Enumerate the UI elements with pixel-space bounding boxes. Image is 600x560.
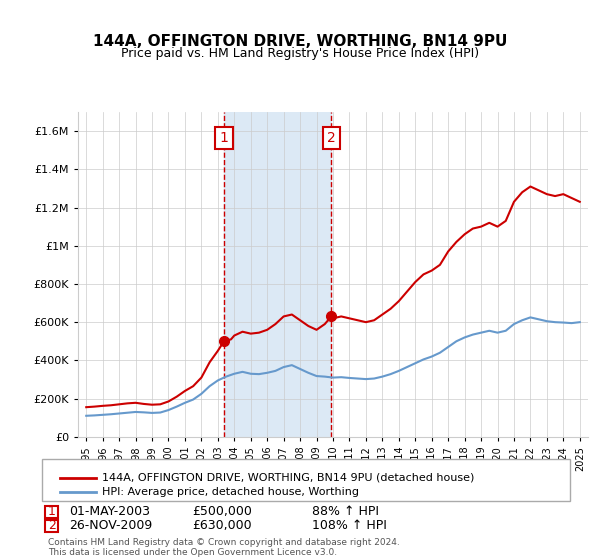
Bar [224, 112, 331, 437]
Text: Contains HM Land Registry data © Crown copyright and database right 2024.
This d: Contains HM Land Registry data © Crown c… [48, 538, 400, 557]
Text: 144A, OFFINGTON DRIVE, WORTHING, BN14 9PU (detached house): 144A, OFFINGTON DRIVE, WORTHING, BN14 9P… [102, 473, 475, 483]
Text: Price paid vs. HM Land Registry's House Price Index (HPI): Price paid vs. HM Land Registry's House … [121, 46, 479, 60]
Text: 88% ↑ HPI: 88% ↑ HPI [312, 505, 379, 518]
Text: 108% ↑ HPI: 108% ↑ HPI [312, 519, 387, 532]
Text: 1: 1 [47, 505, 56, 518]
Text: 26-NOV-2009: 26-NOV-2009 [69, 519, 152, 532]
Text: 2: 2 [47, 519, 56, 532]
Text: HPI: Average price, detached house, Worthing: HPI: Average price, detached house, Wort… [102, 487, 359, 497]
Text: £500,000: £500,000 [192, 505, 252, 518]
Text: £630,000: £630,000 [192, 519, 251, 532]
Text: 144A, OFFINGTON DRIVE, WORTHING, BN14 9PU: 144A, OFFINGTON DRIVE, WORTHING, BN14 9P… [93, 35, 507, 49]
Text: 01-MAY-2003: 01-MAY-2003 [69, 505, 150, 518]
Text: 1: 1 [220, 131, 229, 145]
Text: 2: 2 [327, 131, 336, 145]
